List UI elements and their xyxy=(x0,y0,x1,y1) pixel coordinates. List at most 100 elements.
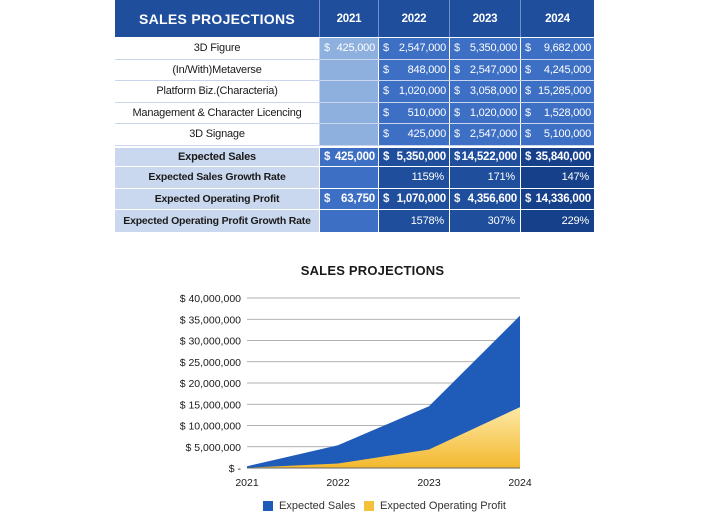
growth-rate-cell xyxy=(320,167,379,188)
value-cell: $5,350,000 xyxy=(450,38,521,59)
value-text: 2,547,000 xyxy=(398,42,446,55)
value-cell xyxy=(320,59,379,80)
row-label: Expected Sales xyxy=(115,147,320,166)
currency-symbol: $ xyxy=(324,150,331,163)
value-cell: $4,356,600 xyxy=(450,188,521,209)
currency-symbol: $ xyxy=(454,42,460,55)
y-tick-label: $ 20,000,000 xyxy=(180,378,241,390)
currency-symbol: $ xyxy=(454,106,460,119)
value-cell: $35,840,000 xyxy=(521,147,594,166)
table-row: (In/With)Metaverse $848,000 $2,547,000 $4,2… xyxy=(115,59,594,81)
table-title: SALES PROJECTIONS xyxy=(115,0,320,37)
value-text: 1,020,000 xyxy=(398,85,446,98)
value-text: 63,750 xyxy=(341,192,375,205)
currency-symbol: $ xyxy=(383,85,389,98)
value-cell: $425,000 xyxy=(379,124,450,145)
year-header: 2023 xyxy=(450,0,521,37)
y-tick-label: $ 30,000,000 xyxy=(180,336,241,348)
value-text: 35,840,000 xyxy=(535,150,591,163)
currency-symbol: $ xyxy=(324,192,331,205)
summary-row: Expected Sales $425,000 $5,350,000 $14,522,… xyxy=(115,145,594,167)
growth-rate-cell: 1578% xyxy=(379,210,450,232)
row-label: Expected Operating Profit xyxy=(115,188,320,209)
currency-symbol: $ xyxy=(454,192,461,205)
currency-symbol: $ xyxy=(324,42,330,55)
value-text: 510,000 xyxy=(407,106,447,119)
currency-symbol: $ xyxy=(383,150,390,163)
currency-symbol: $ xyxy=(525,85,531,98)
legend-item-profit: Expected Operating Profit xyxy=(364,500,506,512)
row-label: Platform Biz.(Characteria) xyxy=(115,81,320,102)
row-label: Management & Character Licencing xyxy=(115,102,320,123)
chart-title: SALES PROJECTIONS xyxy=(300,263,445,278)
value-cell: $3,058,000 xyxy=(450,81,521,102)
value-cell: $15,285,000 xyxy=(521,81,594,102)
value-text: 1,528,000 xyxy=(543,106,591,119)
growth-rate-cell xyxy=(320,210,379,232)
currency-symbol: $ xyxy=(383,106,389,119)
value-cell: $2,547,000 xyxy=(450,59,521,80)
value-cell: $4,245,000 xyxy=(521,59,594,80)
summary-row: Expected Sales Growth Rate 1159% 171% 147% xyxy=(115,167,594,189)
value-cell: $1,528,000 xyxy=(521,102,594,123)
value-text: 15,285,000 xyxy=(537,85,591,98)
y-tick-label: $ 15,000,000 xyxy=(180,399,241,411)
currency-symbol: $ xyxy=(454,85,460,98)
value-text: 848,000 xyxy=(407,63,447,76)
value-cell: $2,547,000 xyxy=(450,124,521,145)
year-header: 2024 xyxy=(545,12,570,25)
row-label: Expected Operating Profit Growth Rate xyxy=(115,210,320,232)
y-tick-label: $ 5,000,000 xyxy=(186,442,242,454)
currency-symbol: $ xyxy=(383,42,389,55)
growth-rate-cell: 1159% xyxy=(379,167,450,188)
legend-swatch-profit xyxy=(364,501,374,511)
row-label: 3D Figure xyxy=(115,38,320,59)
currency-symbol: $ xyxy=(525,150,532,163)
currency-symbol: $ xyxy=(454,150,461,163)
legend-label: Expected Operating Profit xyxy=(380,500,506,512)
table-row: 3D Figure $425,000 $2,547,000 $5,350,000 $9,… xyxy=(115,38,594,60)
value-cell: $425,000 xyxy=(320,38,379,59)
value-text: 2,547,000 xyxy=(469,63,517,76)
year-header: 2021 xyxy=(320,0,379,37)
value-cell: $510,000 xyxy=(379,102,450,123)
x-tick-label: 2021 xyxy=(235,477,259,489)
currency-symbol: $ xyxy=(383,128,389,141)
area-series-expected-operating-profit xyxy=(247,407,520,468)
value-cell: $1,070,000 xyxy=(379,188,450,209)
value-text: 5,350,000 xyxy=(396,150,447,163)
table-row: 3D Signage $425,000 $2,547,000 $5,100,000 xyxy=(115,124,594,146)
x-tick-label: 2022 xyxy=(326,477,350,489)
value-cell: $848,000 xyxy=(379,59,450,80)
currency-symbol: $ xyxy=(454,128,460,141)
value-cell: $63,750 xyxy=(320,188,379,209)
table-row: Management & Character Licencing $510,000… xyxy=(115,102,594,124)
value-text: 14,522,000 xyxy=(461,150,517,163)
row-label: Expected Sales Growth Rate xyxy=(115,167,320,188)
y-tick-label: $ 40,000,000 xyxy=(180,293,241,305)
value-text: 4,245,000 xyxy=(543,63,591,76)
value-cell xyxy=(320,81,379,102)
value-text: 14,336,000 xyxy=(535,192,591,205)
value-text: 2,547,000 xyxy=(469,128,517,141)
area-series-expected-sales xyxy=(247,315,520,468)
value-cell: $2,547,000 xyxy=(379,38,450,59)
year-header: 2022 xyxy=(379,0,450,37)
currency-symbol: $ xyxy=(525,106,531,119)
value-text: 4,356,600 xyxy=(467,192,518,205)
y-tick-label: $ 10,000,000 xyxy=(180,421,241,433)
value-cell: $425,000 xyxy=(320,147,379,166)
table-row: Platform Biz.(Characteria) $1,020,000 $3,0… xyxy=(115,81,594,103)
row-label: (In/With)Metaverse xyxy=(115,59,320,80)
legend-label: Expected Sales xyxy=(279,500,356,512)
row-label: 3D Signage xyxy=(115,124,320,145)
growth-rate-cell: 147% xyxy=(521,167,594,188)
value-cell: $5,350,000 xyxy=(379,147,450,166)
table-body: 3D Figure $425,000 $2,547,000 $5,350,000 $9,… xyxy=(115,38,594,232)
x-tick-label: 2023 xyxy=(417,477,441,489)
currency-symbol: $ xyxy=(454,63,460,76)
y-tick-label: $ 25,000,000 xyxy=(180,357,241,369)
value-cell xyxy=(320,102,379,123)
legend-item-sales: Expected Sales xyxy=(263,500,355,512)
